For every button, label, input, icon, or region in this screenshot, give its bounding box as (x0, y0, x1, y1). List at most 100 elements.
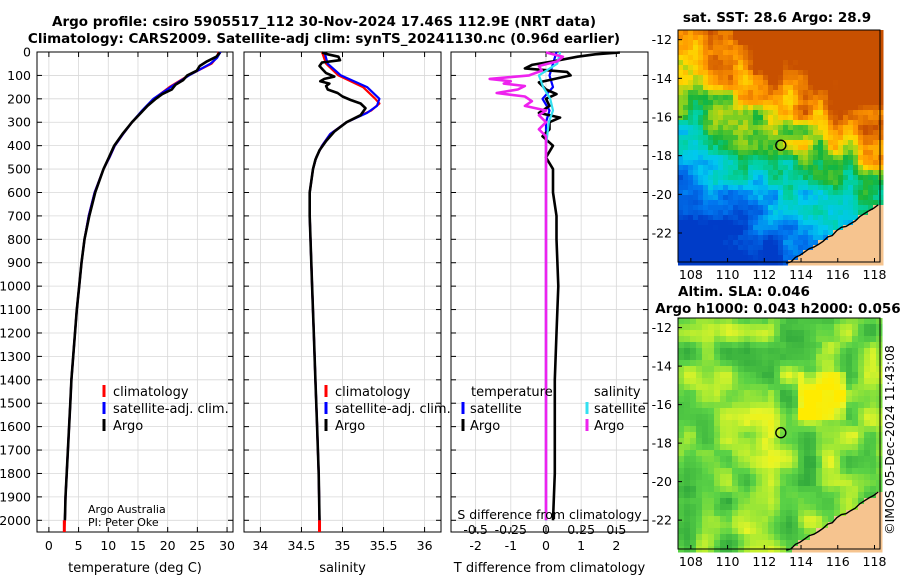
map-cell (792, 522, 799, 529)
map-cell (768, 190, 774, 196)
map-cell (853, 260, 859, 266)
map-cell (678, 408, 685, 415)
map-cell (693, 230, 699, 236)
map-cell (838, 245, 844, 251)
map-cell (768, 200, 774, 206)
map-cell (828, 468, 835, 475)
map-cell (858, 95, 864, 101)
map-cell (774, 474, 781, 481)
map-cell (843, 230, 849, 236)
map-cell (743, 205, 749, 211)
map-cell (780, 444, 787, 451)
map-cell (873, 120, 879, 126)
map-cell (718, 215, 724, 221)
map-cell (688, 225, 694, 231)
map-cell (853, 235, 859, 241)
map-cell (798, 135, 804, 141)
map-cell (846, 318, 853, 325)
map-cell (853, 70, 859, 76)
map-cell (762, 384, 769, 391)
map-cell (828, 120, 834, 126)
map-cell (848, 120, 854, 126)
map-lon-label: 110 (716, 554, 740, 569)
map-cell (863, 145, 869, 151)
map-cell (708, 510, 715, 517)
depth-tick-label: 1100 (0, 302, 31, 317)
map-cell (822, 480, 829, 487)
map-lon-label: 108 (679, 267, 703, 282)
map-cell (748, 70, 754, 76)
x-tick-label: -2 (469, 538, 481, 553)
map-cell (720, 498, 727, 505)
map-cell (738, 170, 744, 176)
map-cell (780, 486, 787, 493)
map-cell (788, 40, 794, 46)
map-cell (714, 456, 721, 463)
map-cell (763, 145, 769, 151)
map-cell (808, 235, 814, 241)
map-cell (750, 330, 757, 337)
map-cell (828, 240, 834, 246)
map-cell (758, 210, 764, 216)
map-cell (703, 100, 709, 106)
map-cell (773, 195, 779, 201)
map-cell (748, 220, 754, 226)
map-cell (774, 528, 781, 535)
map-cell (758, 85, 764, 91)
map-cell (743, 130, 749, 136)
map-cell (718, 100, 724, 106)
map-cell (868, 225, 874, 231)
map-cell (870, 366, 877, 373)
map-cell (822, 396, 829, 403)
map-cell (828, 528, 835, 535)
map-cell (756, 342, 763, 349)
map-cell (804, 324, 811, 331)
map-cell (763, 165, 769, 171)
map-cell (858, 205, 864, 211)
map-cell (768, 90, 774, 96)
map-cell (726, 372, 733, 379)
map-cell (816, 456, 823, 463)
map-cell (758, 185, 764, 191)
map-cell (713, 30, 719, 36)
map-cell (768, 35, 774, 41)
map-cell (808, 105, 814, 111)
map-cell (870, 336, 877, 343)
map-cell (823, 140, 829, 146)
map-cell (828, 324, 835, 331)
map-cell (714, 414, 721, 421)
map-cell (684, 360, 691, 367)
map-cell (793, 130, 799, 136)
map-cell (858, 30, 864, 36)
map-cell (744, 510, 751, 517)
map-cell (853, 135, 859, 141)
map-cell (840, 336, 847, 343)
map-cell (780, 498, 787, 505)
map-cell (878, 220, 884, 226)
map-cell (714, 498, 721, 505)
map-cell (878, 55, 884, 61)
map-cell (678, 120, 684, 126)
map-cell (818, 245, 824, 251)
map-cell (733, 200, 739, 206)
map-cell (726, 444, 733, 451)
map-cell (684, 498, 691, 505)
map-lon-label: 114 (789, 267, 813, 282)
map-cell (864, 366, 871, 373)
map-cell (840, 342, 847, 349)
map-cell (698, 65, 704, 71)
map-cell (833, 230, 839, 236)
map-cell (833, 70, 839, 76)
map-cell (846, 492, 853, 499)
map-cell (816, 342, 823, 349)
map-cell (858, 60, 864, 66)
map-cell (708, 140, 714, 146)
map-cell (843, 245, 849, 251)
map-cell (828, 140, 834, 146)
map-cell (773, 80, 779, 86)
map-cell (828, 522, 835, 529)
map-cell (728, 195, 734, 201)
map-cell (723, 45, 729, 51)
panel-salinity: 34 34.5 35 35.5 36salinityclimatologysatelli… (243, 51, 451, 576)
map-cell (786, 348, 793, 355)
